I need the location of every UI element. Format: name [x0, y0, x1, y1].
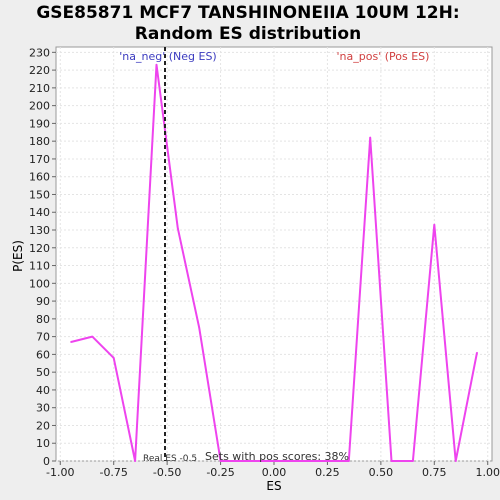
- data-point: [305, 460, 307, 462]
- y-tick-label: 100: [29, 277, 50, 290]
- y-tick-label: 150: [29, 188, 50, 201]
- x-tick-label: -0.25: [206, 466, 234, 479]
- y-tick-label: 230: [29, 46, 50, 59]
- y-tick-label: 130: [29, 224, 50, 237]
- data-point: [219, 460, 222, 462]
- y-tick-label: 140: [29, 206, 50, 219]
- annotation-pos-es: 'na_pos' (Pos ES): [337, 50, 430, 63]
- y-tick-label: 170: [29, 153, 50, 166]
- data-point: [198, 326, 200, 329]
- data-point: [177, 227, 179, 230]
- y-tick-label: 180: [29, 135, 50, 148]
- x-axis-ticks: -1.00 -0.75 -0.50 -0.25 0.00 0.25 0.50 0.75 1.00: [46, 461, 500, 479]
- y-tick-label: 190: [29, 117, 50, 130]
- x-axis-label: ES: [266, 479, 281, 493]
- series-group: [70, 47, 478, 462]
- y-tick-label: 200: [29, 100, 50, 113]
- annotation-real-es: Real ES -0.5: [143, 454, 197, 464]
- data-point: [112, 357, 115, 359]
- y-tick-label: 90: [36, 295, 50, 308]
- es-distribution-line: [70, 63, 478, 462]
- data-point: [326, 460, 329, 462]
- data-point: [390, 460, 393, 462]
- y-tick-label: 210: [29, 82, 50, 95]
- x-tick-label: -1.00: [46, 466, 74, 479]
- data-point: [241, 460, 243, 462]
- y-tick-label: 70: [36, 331, 50, 344]
- data-point: [476, 351, 478, 354]
- chart-title-line1: GSE85871 MCF7 TANSHINONEIIA 10UM 12H:: [36, 3, 459, 23]
- y-tick-label: 0: [43, 455, 50, 468]
- data-point: [369, 136, 371, 139]
- y-tick-label: 10: [36, 437, 50, 450]
- data-point: [91, 335, 94, 338]
- chart-title-line2: Random ES distribution: [135, 24, 361, 44]
- y-tick-label: 220: [29, 64, 50, 77]
- y-tick-label: 50: [36, 366, 50, 379]
- data-point: [155, 63, 158, 66]
- y-tick-label: 60: [36, 348, 50, 361]
- y-axis-ticks: 0 10 20 30 40 50 60 70 80 90 100 110 120 130 140 150 160…: [29, 46, 56, 468]
- data-point: [412, 460, 414, 462]
- grid-lines: [56, 47, 492, 462]
- y-tick-label: 160: [29, 171, 50, 184]
- x-tick-label: 0.50: [369, 466, 394, 479]
- x-tick-label: 0.25: [315, 466, 340, 479]
- y-tick-label: 120: [29, 242, 50, 255]
- data-point: [262, 460, 265, 462]
- y-tick-label: 20: [36, 419, 50, 432]
- y-axis-label: P(ES): [11, 240, 25, 272]
- y-tick-label: 80: [36, 313, 50, 326]
- annotation-neg-es: 'na_neg' (Neg ES): [119, 50, 216, 63]
- x-tick-label: 1.00: [475, 466, 500, 479]
- y-tick-label: 30: [36, 402, 50, 415]
- x-tick-label: 0.00: [262, 466, 287, 479]
- data-point: [283, 460, 286, 462]
- data-point: [70, 341, 72, 343]
- data-point: [348, 460, 350, 462]
- y-tick-label: 40: [36, 384, 50, 397]
- data-point: [134, 460, 136, 462]
- annotation-pos-scores: Sets with pos scores: 38%: [205, 450, 349, 463]
- data-point: [433, 223, 436, 226]
- x-tick-label: 0.75: [422, 466, 447, 479]
- x-tick-label: -0.50: [153, 466, 181, 479]
- x-tick-label: -0.75: [99, 466, 127, 479]
- data-point: [454, 460, 457, 462]
- y-tick-label: 110: [29, 260, 50, 273]
